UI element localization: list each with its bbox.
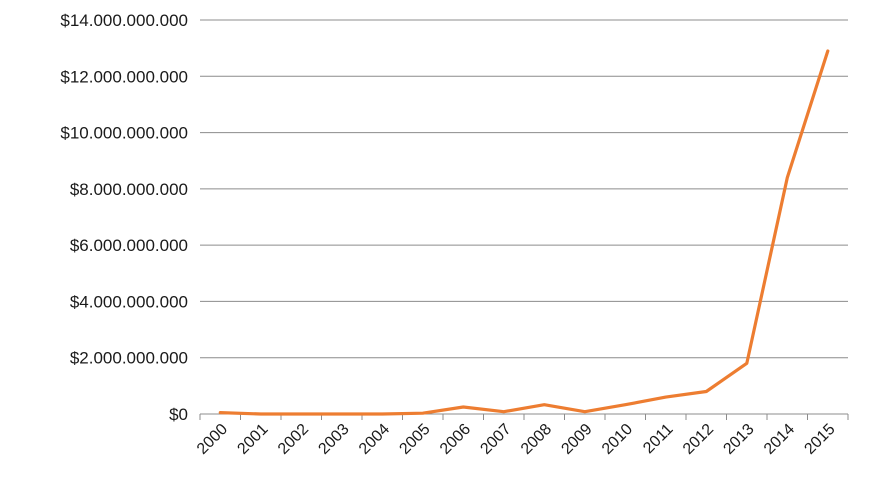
gridlines	[200, 19, 848, 359]
x-tick-label: 2009	[558, 421, 595, 458]
x-tick-label: 2004	[356, 421, 393, 458]
series-line	[218, 49, 830, 416]
x-tick-label: 2003	[315, 421, 352, 458]
x-tick-label: 2007	[477, 421, 514, 458]
x-tick-label: 2000	[194, 421, 231, 458]
x-tick-label: 2001	[234, 421, 271, 458]
x-tick-label: 2014	[761, 421, 798, 458]
x-tick-label: 2012	[680, 421, 717, 458]
x-tick-label: 2015	[801, 421, 838, 458]
x-tick-label: 2013	[720, 421, 757, 458]
x-tick-label: 2010	[599, 421, 636, 458]
y-tick-label: $4.000.000.000	[70, 292, 188, 311]
series-lines	[218, 49, 830, 416]
y-tick-label: $10.000.000.000	[60, 124, 188, 143]
y-tick-label: $14.000.000.000	[60, 11, 188, 30]
y-tick-label: $8.000.000.000	[70, 180, 188, 199]
x-tick-label: 2008	[518, 421, 555, 458]
x-tick-label: 2011	[640, 421, 676, 457]
x-tick-label: 2006	[437, 421, 474, 458]
x-tick-label: 2002	[275, 421, 312, 458]
y-tick-label: $0	[169, 405, 188, 424]
y-tick-label: $12.000.000.000	[60, 67, 188, 86]
x-axis-tick-labels: 2000 2001 2002 2003 2004 2005 2006 2007 2008 2009…	[194, 421, 839, 458]
y-tick-label: $6.000.000.000	[70, 236, 188, 255]
x-tick-label: 2005	[396, 421, 433, 458]
y-tick-label: $2.000.000.000	[70, 349, 188, 368]
y-axis-tick-labels: $0 $2.000.000.000 $4.000.000.000 $6.000.000…	[60, 11, 188, 424]
